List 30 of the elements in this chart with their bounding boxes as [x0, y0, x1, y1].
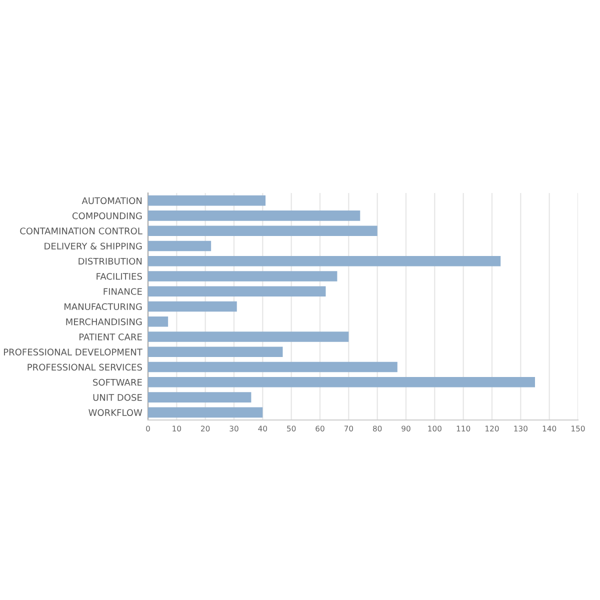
y-tick-label: PATIENT CARE	[80, 333, 142, 340]
bar	[148, 346, 283, 358]
y-tick-label: UNIT DOSE	[93, 394, 142, 401]
y-tick-label: MANUFACTURING	[64, 303, 142, 310]
bar	[148, 210, 360, 221]
bar	[148, 392, 252, 402]
y-tick-label: MERCHANDISING	[66, 318, 142, 326]
y-tick-label: WORKFLOW	[88, 409, 142, 416]
bar	[148, 286, 326, 297]
bar	[148, 332, 349, 342]
bar	[148, 271, 338, 282]
bar	[148, 316, 168, 327]
y-tick-label: AUTOMATION	[82, 197, 142, 204]
bar	[148, 226, 378, 236]
y-tick-label: PROFESSIONAL DEVELOPMENT	[4, 348, 142, 356]
y-tick-label: COMPOUNDING	[72, 212, 142, 220]
y-tick-label: FACILITIES	[96, 272, 142, 280]
y-tick-label: FINANCE	[104, 288, 142, 295]
bar	[148, 195, 266, 206]
y-tick-label: DISTRIBUTION	[78, 258, 142, 265]
y-tick-label: DELIVERY & SHIPPING	[44, 242, 142, 250]
bar	[148, 362, 398, 372]
y-tick-label: SOFTWARE	[93, 378, 142, 386]
bar	[148, 301, 237, 312]
y-tick-label: CONTAMINATION CONTROL	[20, 228, 142, 234]
bar	[148, 240, 212, 252]
bar	[148, 407, 263, 418]
y-tick-label: PROFESSIONAL SERVICES	[28, 364, 142, 371]
bar	[148, 256, 501, 266]
bar	[148, 377, 535, 388]
